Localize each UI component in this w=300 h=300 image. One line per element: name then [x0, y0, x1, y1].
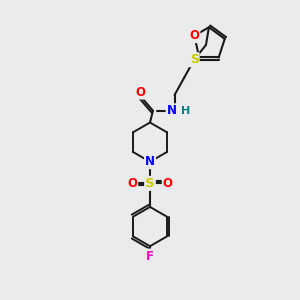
Text: O: O [189, 29, 200, 42]
Text: S: S [190, 53, 199, 66]
Text: O: O [135, 85, 145, 99]
Text: N: N [145, 155, 155, 168]
Text: O: O [163, 177, 173, 190]
Text: H: H [182, 106, 191, 116]
Text: N: N [167, 104, 177, 117]
Text: S: S [145, 177, 155, 190]
Text: O: O [127, 177, 137, 190]
Text: F: F [146, 250, 154, 262]
